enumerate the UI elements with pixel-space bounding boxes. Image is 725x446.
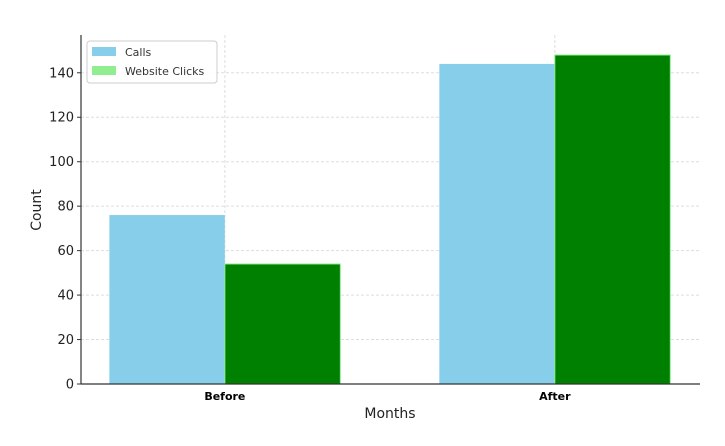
bar-website-clicks-before: [224, 263, 341, 385]
bars: [109, 54, 671, 385]
x-tick-label: After: [539, 390, 571, 403]
x-tick-label: Before: [204, 390, 245, 403]
bar-website-clicks-after: [554, 54, 671, 385]
bar-calls-after: [439, 63, 555, 384]
x-ticks: Before After: [204, 390, 571, 403]
y-tick-label: 140: [49, 66, 74, 81]
y-axis-label: Count: [29, 189, 45, 231]
legend-swatch-website-clicks: [92, 66, 116, 75]
y-tick-label: 100: [49, 155, 74, 170]
y-tick-label: 20: [57, 333, 74, 348]
legend-label-website-clicks: Website Clicks: [125, 65, 205, 78]
y-tick-label: 60: [57, 244, 74, 259]
bar-calls-before: [109, 215, 225, 384]
legend-swatch-calls: [92, 47, 116, 56]
x-axis-label: Months: [364, 406, 415, 422]
y-tick-label: 0: [66, 378, 74, 393]
legend: Calls Website Clicks: [86, 40, 218, 84]
y-ticks: 0 20 40 60 80 100 120 140: [49, 66, 81, 393]
legend-label-calls: Calls: [125, 46, 152, 59]
y-tick-label: 80: [57, 200, 74, 215]
y-tick-label: 40: [57, 289, 74, 304]
y-tick-label: 120: [49, 111, 74, 126]
legend-box: [86, 40, 218, 84]
